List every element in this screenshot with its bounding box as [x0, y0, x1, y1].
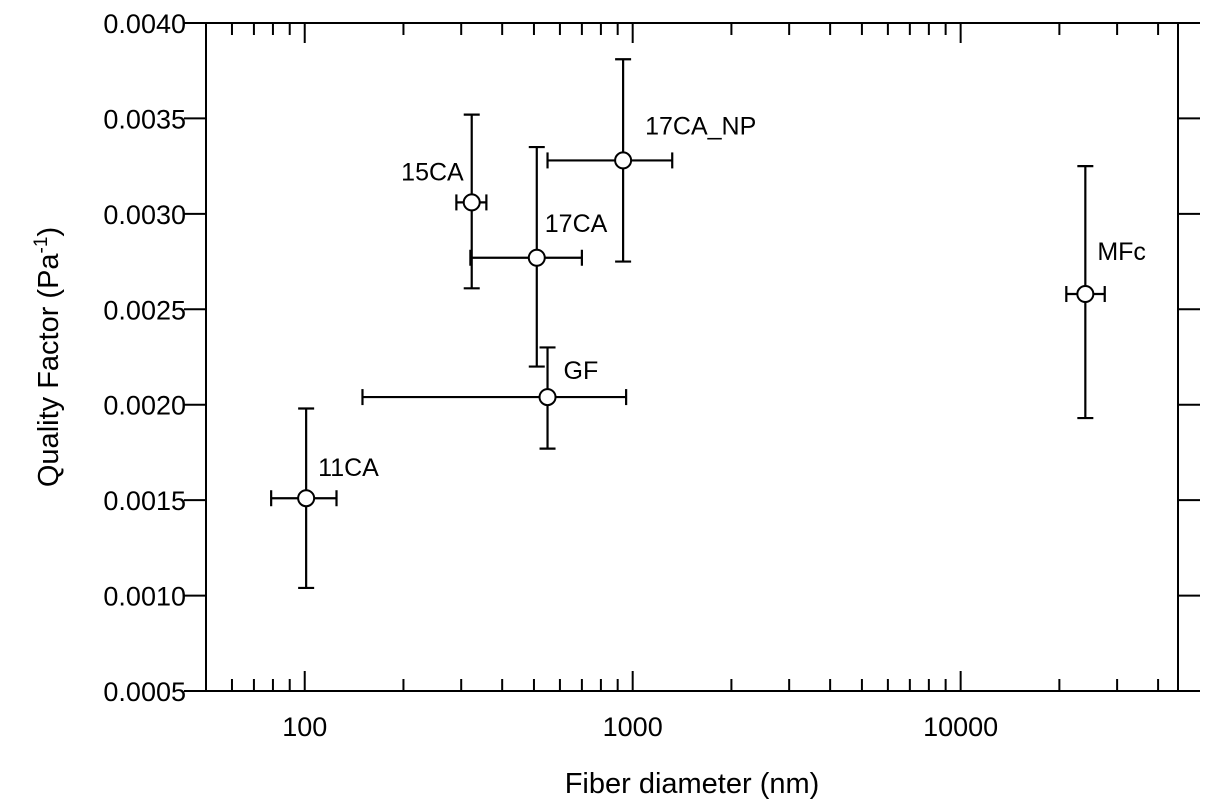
y-tick-label: 0.0040 [103, 9, 186, 39]
x-tick-labels: 100 1000 10000 [282, 712, 998, 742]
point-label: 11CA [318, 454, 379, 482]
point-label: 17CA [545, 210, 608, 238]
circle-marker [1076, 285, 1095, 304]
plot-frame [205, 22, 1179, 692]
y-tick-label: 0.0005 [103, 677, 186, 707]
y-tick-label: 0.0010 [103, 582, 186, 612]
data-point-11ca: 11CA [270, 407, 379, 590]
y-axis-title-sup: -1 [31, 237, 52, 254]
point-label: MFc [1097, 238, 1146, 266]
y-tick-label: 0.0035 [103, 104, 186, 134]
x-tick-label: 1000 [603, 712, 663, 742]
circle-marker [538, 388, 557, 407]
circle-marker [614, 151, 633, 170]
circle-marker [527, 248, 546, 267]
y-tick-label: 0.0020 [103, 391, 186, 421]
circle-marker [462, 193, 481, 212]
x-tick-label: 10000 [923, 712, 998, 742]
data-point-17ca-np: 17CA_NP [546, 58, 756, 263]
y-tick-label: 0.0030 [103, 200, 186, 230]
x-axis-title: Fiber diameter (nm) [565, 768, 820, 800]
circle-marker [297, 489, 316, 508]
data-point-17ca: 17CA [469, 145, 608, 368]
y-axis-title-close: ) [33, 227, 65, 237]
point-label: 17CA_NP [645, 112, 756, 140]
data-point-mfc: MFc [1065, 165, 1146, 420]
y-tick-label: 0.0025 [103, 295, 186, 325]
point-label: GF [564, 357, 599, 385]
data-point-15ca: 15CA [401, 113, 488, 290]
data-point-gf: GF [361, 346, 628, 450]
y-tick-labels: 0.0005 0.0010 0.0015 0.0020 0.0025 0.0030 0.00… [103, 9, 186, 707]
y-tick-label: 0.0015 [103, 486, 186, 516]
data-points: 11CA 15CA 17CA GF 17CA_NP MFc [270, 58, 1146, 590]
y-axis-title-main: Quality Factor (Pa [33, 253, 65, 488]
y-axis-title: Quality Factor (Pa-1) [31, 227, 65, 487]
x-tick-label: 100 [282, 712, 327, 742]
axis-ticks [184, 22, 1200, 692]
point-label: 15CA [401, 158, 464, 186]
